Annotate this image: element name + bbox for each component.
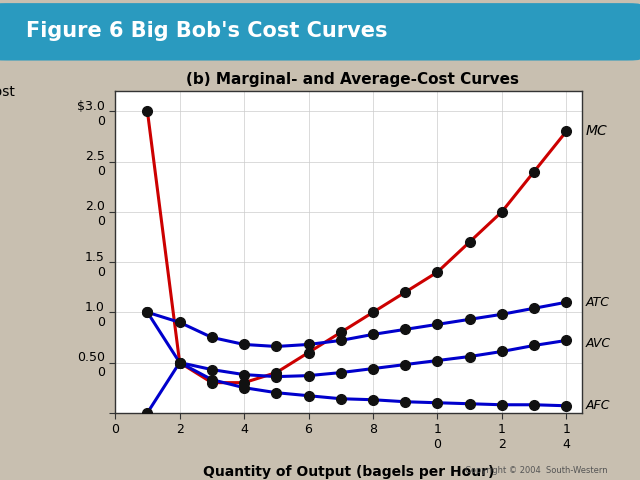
Text: AFC: AFC (586, 399, 610, 412)
Text: ATC: ATC (586, 296, 610, 309)
X-axis label: Quantity of Output (bagels per Hour): Quantity of Output (bagels per Hour) (203, 465, 495, 479)
Text: Cost
s: Cost s (0, 85, 15, 115)
Text: AVC: AVC (586, 337, 611, 350)
Text: (b) Marginal- and Average-Cost Curves: (b) Marginal- and Average-Cost Curves (186, 72, 518, 87)
Text: Copyright © 2004  South-Western: Copyright © 2004 South-Western (465, 466, 608, 475)
Text: Figure 6 Big Bob's Cost Curves: Figure 6 Big Bob's Cost Curves (26, 21, 387, 41)
Text: MC: MC (586, 124, 607, 138)
FancyBboxPatch shape (0, 3, 640, 60)
